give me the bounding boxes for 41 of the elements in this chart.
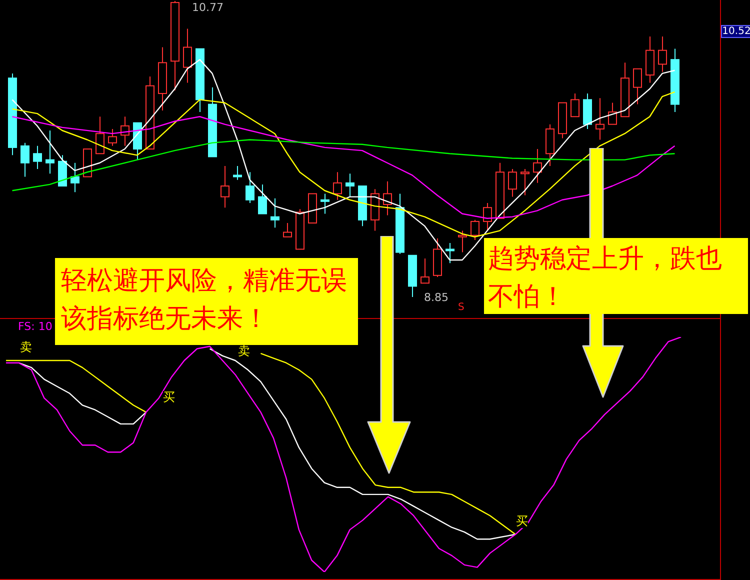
annotation: 卖 bbox=[238, 344, 250, 358]
annotation: 卖 bbox=[20, 340, 32, 354]
candlestick bbox=[346, 173, 354, 198]
candlestick bbox=[533, 148, 542, 184]
annotation: 10.77 bbox=[192, 1, 224, 14]
candlestick bbox=[96, 116, 104, 154]
annotation: 买 bbox=[163, 390, 175, 404]
candlestick bbox=[420, 258, 430, 284]
candlestick bbox=[233, 165, 242, 180]
candlestick bbox=[570, 93, 580, 118]
candlestick bbox=[108, 128, 117, 146]
chart-title: FS: 10 bbox=[18, 320, 52, 333]
candlestick bbox=[46, 130, 54, 174]
candlestick bbox=[470, 219, 480, 240]
text: S bbox=[458, 302, 464, 313]
candlestick bbox=[446, 242, 454, 264]
candlestick bbox=[70, 162, 80, 193]
candlestick bbox=[20, 142, 30, 178]
candlestick bbox=[383, 180, 392, 216]
candlestick bbox=[33, 145, 42, 170]
candlestick bbox=[320, 193, 330, 214]
candlestick bbox=[270, 198, 280, 228]
annotation: 轻松避开风险，精准无误该指标绝无未来！ bbox=[55, 258, 358, 345]
candlestick bbox=[283, 222, 292, 238]
text: 10.52 bbox=[721, 25, 750, 38]
candlestick bbox=[520, 168, 530, 196]
candlestick bbox=[458, 230, 467, 253]
candlestick bbox=[608, 102, 617, 125]
candlestick bbox=[658, 36, 667, 72]
candlestick bbox=[508, 168, 517, 198]
candlestick bbox=[596, 98, 604, 140]
candlestick bbox=[333, 172, 342, 200]
candlestick bbox=[633, 68, 642, 105]
candlestick bbox=[183, 28, 192, 84]
candlestick bbox=[220, 165, 230, 208]
annotation: 趋势稳定上升，跌也不怕！ bbox=[484, 238, 748, 314]
candlestick bbox=[246, 172, 254, 204]
candlestick bbox=[258, 184, 267, 214]
candlestick bbox=[483, 202, 492, 232]
annotation: 买 bbox=[516, 514, 528, 528]
annotation: 8.85 bbox=[424, 291, 448, 304]
